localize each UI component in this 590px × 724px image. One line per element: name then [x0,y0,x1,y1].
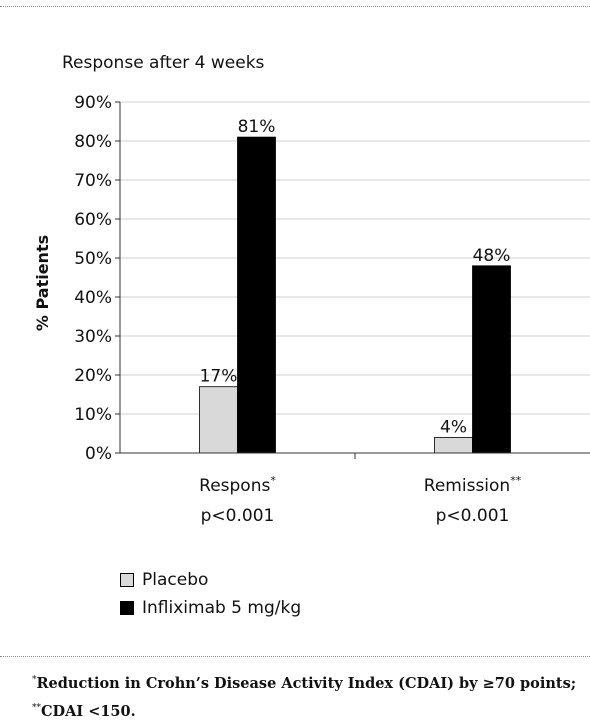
footnote-line-2: **CDAI <150. [32,696,588,724]
chart-title: Response after 4 weeks [62,53,265,73]
x-tick-label-text: Respons [199,476,270,496]
x-tick-label: Remission** [424,474,522,496]
y-axis-label: % Patients [33,235,52,331]
footnote-dotted-rule [0,656,590,657]
bar [472,265,511,454]
footnote-text-1: Reduction in Crohn’s Disease Activity In… [36,674,577,692]
y-tick-label: 30% [74,327,112,347]
legend-swatch-infliximab [120,601,134,615]
y-tick-label: 10% [74,405,112,425]
footnote-line-1: *Reduction in Crohn’s Disease Activity I… [32,668,588,696]
data-label: 48% [473,246,511,266]
data-label: 17% [200,367,238,387]
bar-chart: Response after 4 weeks % Patients 0% 10% 2… [33,53,590,526]
labels: 17% 81% Respons* p<0.001 4% 48% Remission** p<0… [199,117,522,526]
bars [199,136,511,454]
footnote-marker-2: ** [32,702,41,713]
x-tick-sublabel: p<0.001 [201,506,275,526]
data-label: 81% [238,117,276,137]
y-tick-label: 20% [74,366,112,386]
y-tick-label: 90% [74,93,112,113]
y-tick-label: 0% [85,444,112,464]
legend-label-infliximab: Infliximab 5 mg/kg [142,598,302,618]
legend: Placebo Infliximab 5 mg/kg [120,566,301,622]
legend-item-placebo: Placebo [120,566,301,594]
footnote-text-2: CDAI <150. [41,702,136,720]
x-tick-label-marker: * [270,474,276,487]
y-tick-label: 80% [74,132,112,152]
top-dotted-rule [0,6,590,7]
data-label: 4% [440,417,467,437]
x-tick-sublabel: p<0.001 [436,506,510,526]
legend-swatch-placebo [120,573,134,587]
footnote-marker-1: * [32,675,37,685]
y-tick-label: 40% [74,288,112,308]
y-tick-label: 70% [74,171,112,191]
bar [199,386,238,454]
bar [237,136,276,454]
bar [434,436,473,454]
footnote: *Reduction in Crohn’s Disease Activity I… [32,668,588,724]
legend-label-placebo: Placebo [142,570,209,590]
legend-item-infliximab: Infliximab 5 mg/kg [120,594,301,622]
y-tick-label: 60% [74,210,112,230]
x-tick-label-marker: ** [510,474,522,487]
y-tick-label: 50% [74,249,112,269]
x-tick-label: Respons* [199,474,276,496]
axes: 0% 10% 20% 30% 40% 50% 60% 70% 80% 90% [74,93,590,464]
gridlines [120,101,590,415]
x-tick-label-text: Remission [424,476,510,496]
